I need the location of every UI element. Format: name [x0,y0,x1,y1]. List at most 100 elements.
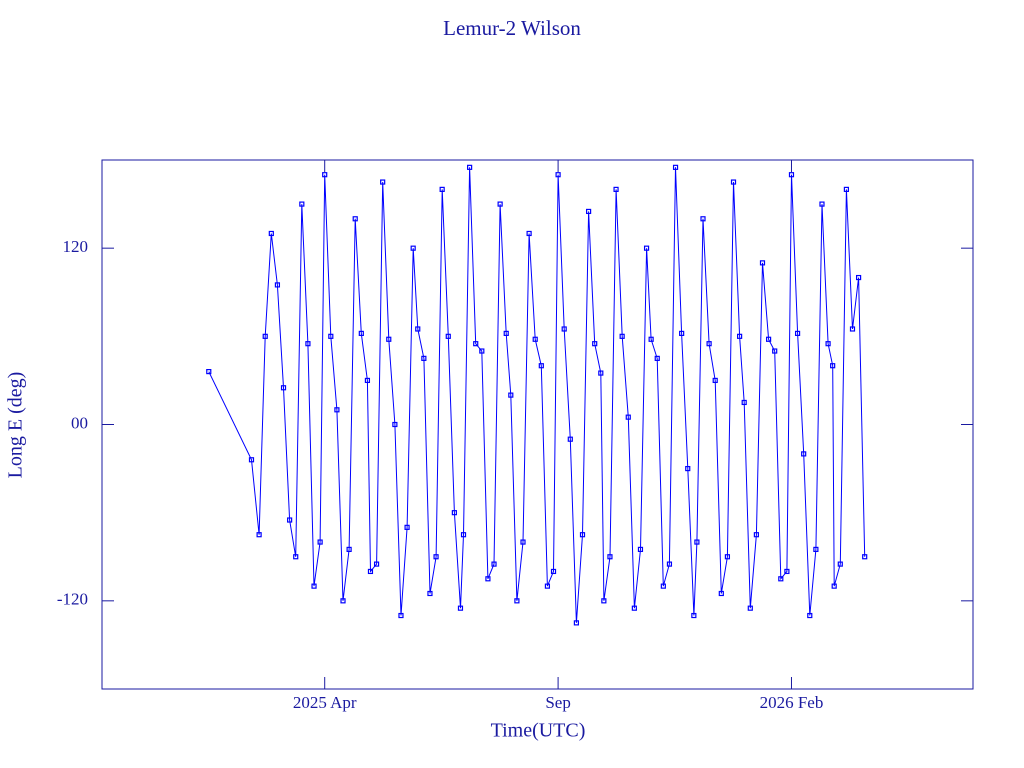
data-point [248,457,255,463]
y-tick-label: 120 [63,237,89,256]
data-point [538,363,544,369]
data-point [460,532,467,538]
data-point [625,414,631,420]
data-point [508,392,514,398]
data-point [410,245,416,251]
data-point [691,612,697,619]
data-point [825,341,831,347]
data-point [497,201,503,207]
data-point [415,326,421,332]
data-point [358,330,364,336]
data-point [334,407,340,413]
data-point [386,336,392,342]
data-point [299,201,305,207]
data-point [561,326,567,332]
data-point [433,554,439,560]
data-point [364,377,371,384]
data-point [287,517,293,523]
data-point [550,568,557,575]
chart-title: Lemur-2 Wilson [443,16,581,40]
data-point [801,451,807,457]
data-point [685,465,691,472]
data-point [526,230,532,237]
data-point [855,274,862,281]
data-point [772,348,778,354]
data-point [753,532,759,538]
data-point [439,186,445,192]
data-point [322,172,328,178]
data-point [514,598,520,604]
data-point [206,369,212,375]
data-point [598,370,604,376]
data-point [831,583,837,589]
data-point [837,561,843,567]
data-point [555,172,561,178]
data-point [700,216,706,222]
x-tick-label: Sep [545,693,571,712]
data-point [520,539,526,545]
data-point [346,546,352,553]
data-point [694,539,700,545]
data-point [631,605,637,611]
data-point [672,164,679,170]
data-point [340,598,346,604]
data-point [730,179,737,185]
data-point [607,554,613,560]
x-axis-title: Time(UTC) [491,720,586,742]
data-point [648,336,654,342]
data-point [784,568,790,575]
data-point [567,436,573,442]
data-point [849,326,856,332]
data-point [586,208,592,215]
data-point [367,568,374,575]
data-point [352,216,358,222]
data-point [778,576,784,582]
data-point [293,554,299,560]
data-point [398,612,404,619]
data-point [747,605,753,611]
data-point [457,605,464,611]
data-point [718,590,724,597]
data-point [544,583,551,589]
data-point [765,336,772,342]
data-point [274,282,281,288]
data-point [654,355,660,361]
data-line [208,167,866,623]
data-point [485,576,491,582]
data-point [256,532,262,538]
data-point [619,333,625,339]
data-point [532,336,538,342]
data-point [794,330,801,336]
data-point [613,186,619,192]
data-point [328,333,334,339]
data-point [679,330,685,336]
data-point [813,546,819,553]
data-point [467,164,473,170]
x-tick-label: 2026 Feb [760,693,824,712]
data-point [280,385,287,391]
data-point [862,554,868,560]
data-point [843,186,849,192]
data-point [317,539,323,545]
data-point [311,583,317,589]
data-point [305,341,311,347]
data-point [503,330,509,336]
data-point [637,546,644,553]
data-point [491,561,497,567]
y-tick-label: -120 [57,590,88,609]
data-point [759,260,766,266]
data-point [404,524,410,530]
data-point [445,333,451,339]
data-point [427,590,433,597]
data-point [262,333,268,339]
data-point [392,421,398,428]
data-point [666,561,673,567]
data-point [737,333,743,339]
data-point [819,201,825,207]
data-point [592,341,598,347]
x-tick-label: 2025 Apr [293,693,357,712]
data-point [451,510,457,516]
y-axis-title: Long E (deg) [5,372,27,479]
data-point [479,348,485,354]
